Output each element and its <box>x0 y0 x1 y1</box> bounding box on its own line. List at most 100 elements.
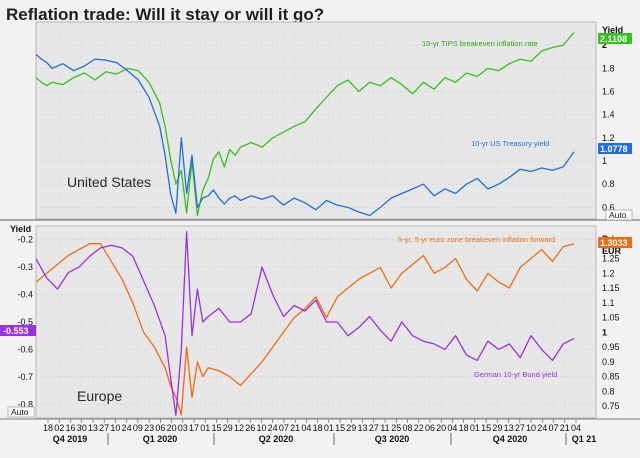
x-day-tick-label: 12 <box>234 423 244 433</box>
x-axis-ticks: 18 02 16 30 13 27 10 24 09 23 06 20 03 17 01 15 29 12 26 10… <box>43 419 596 445</box>
x-day-tick-label: 04 <box>447 423 457 433</box>
europe-right-tick-label: 0.95 <box>602 342 620 352</box>
europe-right-tick-label: 1.25 <box>602 253 620 263</box>
ust-current-badge: 1.0778 <box>598 143 632 154</box>
chart-title: Reflation trade: Will it stay or will it… <box>6 5 325 24</box>
tips-series-label: 10-yr TIPS breakeven inflation rate <box>422 39 538 48</box>
x-day-tick-label: 06 <box>425 423 435 433</box>
x-day-tick-label: 20 <box>436 423 446 433</box>
x-day-tick-label: 27 <box>99 423 109 433</box>
x-day-tick-label: 24 <box>268 423 278 433</box>
x-day-tick-label: 08 <box>402 423 412 433</box>
x-day-tick-label: 04 <box>571 423 581 433</box>
x-day-tick-label: 27 <box>369 423 379 433</box>
europe-right-axis-ticks: 0.75 0.8 0.85 0.9 0.95 1 1.05 1.1 1.15 1.2 1.25 <box>602 253 620 411</box>
x-day-tick-label: 13 <box>504 423 514 433</box>
us-right-axis-area <box>598 22 640 219</box>
europe-gridlines <box>36 226 596 418</box>
europe-right-tick-label: 0.75 <box>602 401 620 411</box>
ust-series-label: 10-yr US Treasury yield <box>471 139 549 148</box>
us-series-line-1 <box>35 53 575 217</box>
x-day-tick-label: 29 <box>223 423 233 433</box>
x-day-tick-label: 18 <box>459 423 469 433</box>
x-day-tick-label: 21 <box>560 423 570 433</box>
x-quarter-label: Q3 2020 <box>375 434 410 444</box>
x-day-tick-label: 15 <box>335 423 345 433</box>
us-auto-label: Auto <box>609 210 627 220</box>
x-day-tick-label: 22 <box>414 423 424 433</box>
x-quarter-label: Q1 2020 <box>143 434 178 444</box>
x-day-tick-label: 09 <box>133 423 143 433</box>
europe-series-line-1 <box>35 230 575 416</box>
europe-right-tick-label: 1.2 <box>602 268 615 278</box>
europe-right-tick-label: 1.1 <box>602 298 615 308</box>
europe-auto-label: Auto <box>11 407 29 417</box>
bund-current-value: -0.553 <box>3 326 29 336</box>
europe-right-axis-unit: EUR <box>602 246 622 256</box>
x-day-tick-label: 24 <box>537 423 547 433</box>
x-day-tick-label: 15 <box>481 423 491 433</box>
x-day-tick-label: 03 <box>178 423 188 433</box>
x-day-tick-label: 07 <box>549 423 559 433</box>
x-day-tick-label: 29 <box>346 423 356 433</box>
x-day-tick-label: 20 <box>167 423 177 433</box>
x-day-tick-label: 27 <box>515 423 525 433</box>
x-day-tick-label: 29 <box>492 423 502 433</box>
x-day-tick-label: 11 <box>380 423 389 433</box>
x-day-tick-label: 15 <box>212 423 222 433</box>
europe-right-tick-label: 0.8 <box>602 386 615 396</box>
europe-left-axis-title: Yield <box>10 224 31 234</box>
europe-left-tick-label: -0.2 <box>17 235 33 245</box>
europe-left-tick-label: -0.4 <box>17 290 33 300</box>
europe-left-tick-label: -0.5 <box>17 317 33 327</box>
europe-left-tick-label: -0.8 <box>17 399 33 409</box>
x-quarter-label: Q4 2019 <box>53 434 88 444</box>
x-day-tick-label: 07 <box>279 423 289 433</box>
x-day-tick-label: 01 <box>200 423 210 433</box>
us-panel-background <box>35 21 597 220</box>
us-y-axis-ticks: 0.6 0.8 1 1.2 1.4 1.6 1.8 2 <box>602 40 615 212</box>
x-day-tick-label: 24 <box>122 423 132 433</box>
europe-left-axis-ticks: -0.2 -0.3 -0.4 -0.5 -0.6 -0.7 -0.8 <box>17 235 33 410</box>
x-day-tick-label: 16 <box>65 423 75 433</box>
tips-current-value: 2.1108 <box>600 34 627 44</box>
tips-current-badge: 2.1108 <box>598 33 632 44</box>
x-day-tick-label: 18 <box>43 423 53 433</box>
x-quarter-label: Q2 2020 <box>259 434 294 444</box>
us-region-label: United States <box>67 174 151 190</box>
us-auto-scale-button[interactable]: Auto <box>605 209 633 221</box>
europe-right-tick-label: 1 <box>602 327 607 337</box>
us-y-tick-label: 0.8 <box>602 179 615 189</box>
x-day-tick-label: 17 <box>189 423 199 433</box>
x-day-tick-label: 10 <box>526 423 536 433</box>
x-day-tick-label: 18 <box>313 423 323 433</box>
us-y-tick-label: 1.2 <box>602 133 615 143</box>
x-day-tick-label: 02 <box>54 423 64 433</box>
x-day-tick-label: 13 <box>88 423 98 433</box>
x-day-tick-label: 26 <box>245 423 255 433</box>
ust-current-value: 1.0778 <box>600 144 628 154</box>
europe-right-tick-label: 0.85 <box>602 372 620 382</box>
us-y-tick-label: 1.8 <box>602 63 615 73</box>
europe-left-tick-label: -0.3 <box>17 262 33 272</box>
us-y-tick-label: 1.6 <box>602 87 615 97</box>
breakeven-current-badge: 1.3033 <box>598 237 632 248</box>
europe-left-tick-label: -0.6 <box>17 344 33 354</box>
bund-series-label: German 10-yr Bund yield <box>474 370 557 379</box>
europe-series-group <box>35 230 575 416</box>
x-day-tick-label: 01 <box>324 423 334 433</box>
us-series-group <box>35 31 575 217</box>
x-quarter-label: Q1 21 <box>572 434 597 444</box>
us-y-tick-label: 1 <box>602 156 607 166</box>
europe-series-line-0 <box>35 243 575 416</box>
us-y-tick-label: 1.4 <box>602 110 615 120</box>
x-day-tick-label: 21 <box>290 423 300 433</box>
europe-auto-scale-button[interactable]: Auto <box>7 406 35 418</box>
breakeven-series-label: 5-yr, 5-yr euro zone breakeven inflation… <box>398 235 555 244</box>
us-y-tick-label: 0.6 <box>602 202 615 212</box>
europe-right-tick-label: 1.05 <box>602 313 620 323</box>
x-day-tick-label: 06 <box>155 423 165 433</box>
bund-current-badge: -0.553 <box>0 325 36 336</box>
europe-left-tick-label: -0.7 <box>17 372 33 382</box>
